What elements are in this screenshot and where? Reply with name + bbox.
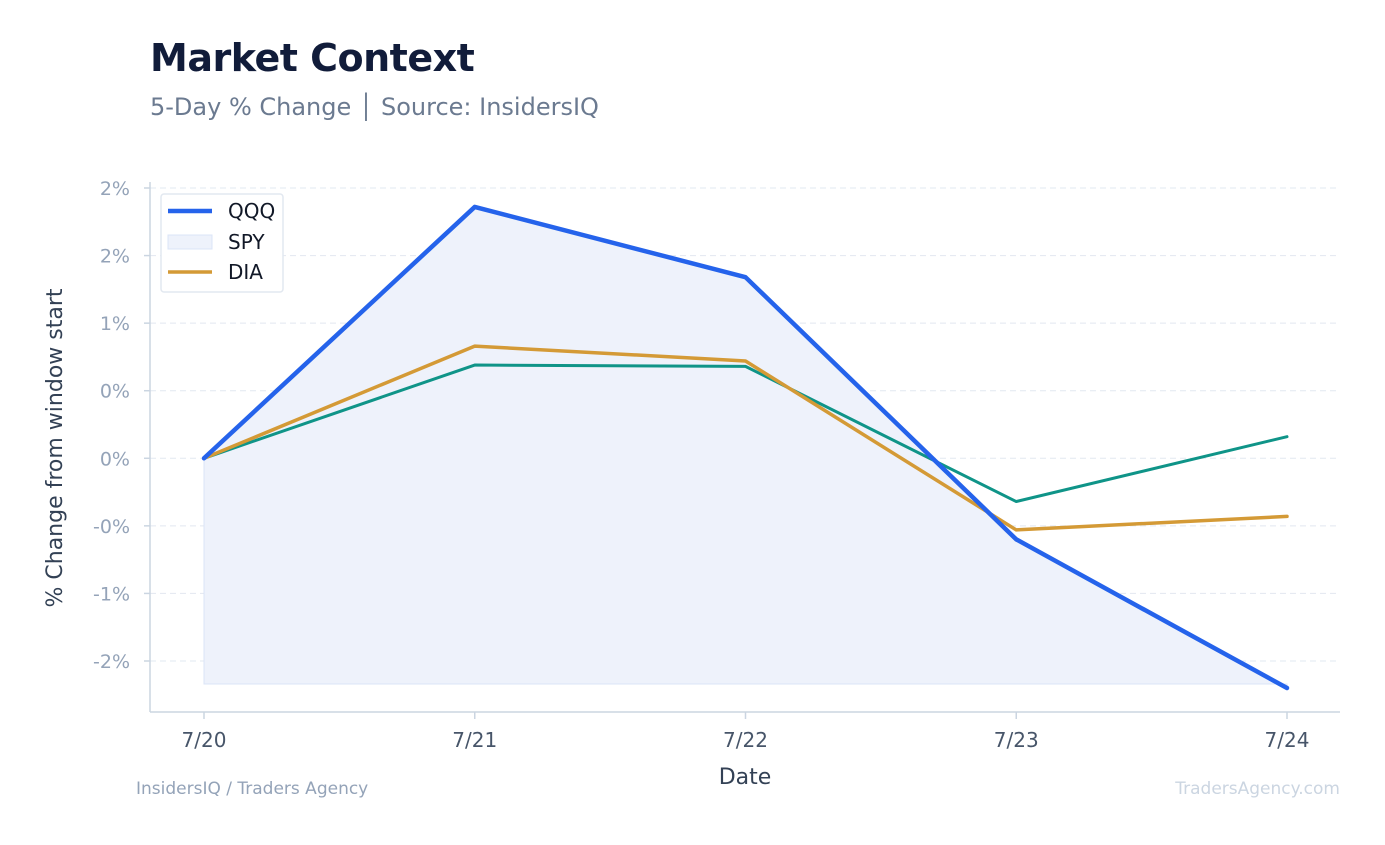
legend: QQQ SPY DIA bbox=[160, 193, 284, 293]
y-tick-label: 0% bbox=[100, 448, 130, 470]
y-tick-label: 1% bbox=[100, 313, 130, 335]
x-ticks: 7/20 7/21 7/22 7/23 7/24 bbox=[182, 712, 1310, 752]
y-tick-label: 2% bbox=[100, 178, 130, 200]
footer-credit: InsidersIQ / Traders Agency bbox=[136, 779, 369, 799]
x-tick-label: 7/23 bbox=[994, 728, 1039, 752]
chart-title: Market Context bbox=[150, 36, 475, 80]
dia-line bbox=[202, 344, 1289, 532]
y-tick-label: -2% bbox=[93, 651, 130, 673]
spy-line bbox=[202, 363, 1289, 504]
legend-label: DIA bbox=[228, 260, 263, 284]
x-tick-label: 7/24 bbox=[1265, 728, 1310, 752]
footer-site: TradersAgency.com bbox=[1175, 779, 1340, 799]
chart-subtitle: 5-Day % Change │ Source: InsidersIQ bbox=[150, 93, 599, 121]
legend-label: QQQ bbox=[228, 199, 275, 223]
y-axis-label: % Change from window start bbox=[43, 288, 68, 607]
legend-box bbox=[160, 193, 284, 293]
y-ticks: 2% 2% 1% 0% 0% -0% -1% -2% bbox=[93, 178, 150, 673]
legend-swatch bbox=[167, 234, 213, 250]
legend-label: SPY bbox=[228, 230, 265, 254]
y-tick-label: -0% bbox=[93, 516, 130, 538]
y-tick-label: -1% bbox=[93, 583, 130, 605]
x-tick-label: 7/21 bbox=[452, 728, 497, 752]
x-tick-label: 7/20 bbox=[182, 728, 227, 752]
x-axis-label: Date bbox=[719, 765, 772, 790]
series-group bbox=[201, 204, 1290, 691]
qqq-line bbox=[201, 204, 1290, 691]
y-tick-label: 0% bbox=[100, 381, 130, 403]
x-tick-label: 7/22 bbox=[723, 728, 768, 752]
y-tick-label: 2% bbox=[100, 246, 130, 268]
